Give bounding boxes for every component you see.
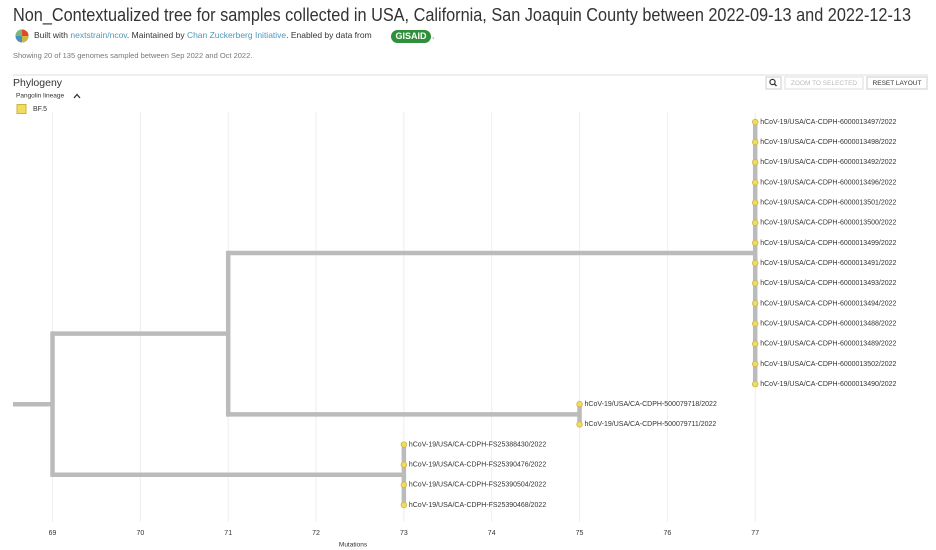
tip[interactable]	[752, 159, 759, 166]
legend-swatch[interactable]	[16, 104, 27, 114]
tip-label: hCoV-19/USA/CA-CDPH-6000013488/2022	[760, 320, 896, 327]
tip[interactable]	[752, 300, 759, 307]
x-tick-label: 72	[312, 530, 320, 537]
tip[interactable]	[752, 259, 759, 267]
reset-button[interactable]	[866, 76, 928, 90]
tip[interactable]	[752, 360, 759, 368]
page-title: Non_Contextualized tree for samples coll…	[13, 4, 911, 26]
tip[interactable]	[400, 501, 408, 509]
legend-label: BF.5	[33, 106, 47, 113]
maintainer-link[interactable]: Chan Zuckerberg Initiative	[187, 30, 286, 40]
reset-button-label[interactable]: RESET LAYOUT	[873, 80, 922, 87]
tip[interactable]	[400, 461, 408, 468]
tip[interactable]	[752, 219, 759, 226]
tip[interactable]	[752, 280, 759, 287]
tip-label: hCoV-19/USA/CA-CDPH-6000013489/2022	[760, 341, 896, 348]
tip-label: hCoV-19/USA/CA-CDPH-6000013496/2022	[760, 179, 896, 186]
zoom-button-label[interactable]: ZOOM TO SELECTED	[791, 80, 858, 87]
tip-label: hCoV-19/USA/CA-CDPH-500079718/2022	[585, 401, 717, 408]
legend: BF.5	[16, 104, 47, 114]
tree: hCoV-19/USA/CA-CDPH-6000013497/2022 hCoV-…	[13, 118, 897, 509]
legend-toggle[interactable]	[73, 93, 81, 99]
tip-label: hCoV-19/USA/CA-CDPH-FS25390468/2022	[409, 502, 546, 509]
tip[interactable]	[576, 401, 583, 408]
tip-label: hCoV-19/USA/CA-CDPH-6000013494/2022	[760, 300, 896, 307]
x-tick-label: 71	[224, 530, 232, 537]
tip[interactable]	[752, 320, 759, 327]
x-tick-label: 74	[488, 530, 496, 537]
tip-label: hCoV-19/USA/CA-CDPH-6000013490/2022	[760, 381, 896, 388]
tip[interactable]	[752, 380, 759, 388]
maintained-by: . Maintained by	[127, 30, 187, 40]
tip[interactable]	[752, 179, 759, 186]
x-tick-label: 70	[136, 530, 144, 537]
tip-label: hCoV-19/USA/CA-CDPH-6000013501/2022	[760, 199, 896, 206]
tip[interactable]	[752, 138, 759, 146]
tip-label: hCoV-19/USA/CA-CDPH-6000013492/2022	[760, 159, 896, 166]
zoom-button[interactable]	[784, 76, 864, 90]
legend-title[interactable]: Pangolin lineage	[16, 93, 64, 100]
gisaid-logo[interactable]: GISAID	[395, 31, 427, 41]
tip[interactable]	[752, 239, 759, 247]
tip[interactable]	[400, 441, 408, 448]
build-link[interactable]: nextstrain/ncov	[70, 30, 128, 40]
search-button[interactable]	[765, 76, 782, 90]
panel-title: Phylogeny	[13, 77, 63, 89]
tip-label: hCoV-19/USA/CA-CDPH-6000013493/2022	[760, 280, 896, 287]
tip[interactable]	[752, 199, 759, 206]
period: .	[432, 30, 434, 40]
x-axis-label: Mutations	[339, 542, 368, 549]
tip[interactable]	[752, 340, 759, 347]
tip[interactable]	[752, 118, 759, 126]
tip-label: hCoV-19/USA/CA-CDPH-6000013498/2022	[760, 139, 896, 146]
tip-label: hCoV-19/USA/CA-CDPH-FS25390504/2022	[409, 482, 546, 489]
tip-label: hCoV-19/USA/CA-CDPH-6000013499/2022	[760, 240, 896, 247]
x-tick-label: 77	[751, 530, 759, 537]
x-tick-label: 75	[576, 530, 584, 537]
attribution: Built with nextstrain/ncov. Maintained b…	[34, 30, 372, 40]
x-tick-label: 73	[400, 530, 408, 537]
x-tick-label: 76	[663, 530, 671, 537]
tip-label: hCoV-19/USA/CA-CDPH-6000013502/2022	[760, 361, 896, 368]
built-with: Built with	[34, 30, 70, 40]
tip[interactable]	[576, 421, 583, 428]
summary: Showing 20 of 135 genomes sampled betwee…	[13, 51, 252, 60]
tip-label: hCoV-19/USA/CA-CDPH-FS25390476/2022	[409, 462, 546, 469]
tip-label: hCoV-19/USA/CA-CDPH-500079711/2022	[585, 421, 717, 428]
x-tick-label: 69	[49, 530, 57, 537]
tip-label: hCoV-19/USA/CA-CDPH-6000013491/2022	[760, 260, 896, 267]
tip-label: hCoV-19/USA/CA-CDPH-6000013500/2022	[760, 220, 896, 227]
enabled-by: . Enabled by data from	[286, 30, 372, 40]
nextstrain-logo	[15, 29, 29, 43]
tip[interactable]	[400, 481, 408, 489]
tip-label: hCoV-19/USA/CA-CDPH-6000013497/2022	[760, 119, 896, 126]
tip-label: hCoV-19/USA/CA-CDPH-FS25388430/2022	[409, 441, 546, 448]
gisaid-badge[interactable]	[391, 30, 431, 43]
